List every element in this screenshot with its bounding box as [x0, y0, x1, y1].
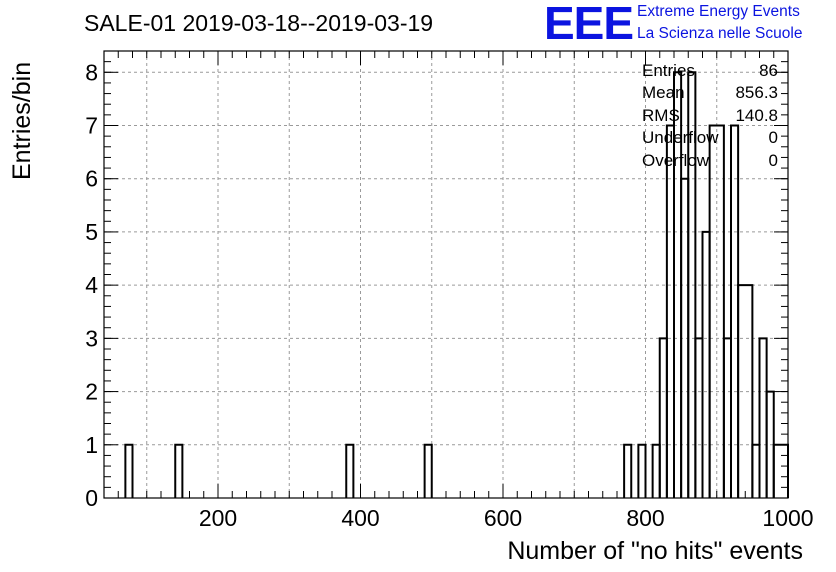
- x-axis-label: Number of "no hits" events: [507, 537, 803, 565]
- y-tick-label: 7: [85, 113, 98, 139]
- x-tick-label: 200: [199, 505, 237, 531]
- axis-tick-labels: 0 1 2 3 4 5 6 7 8 200 400 600 800 1000: [85, 59, 813, 531]
- chart-title: SALE-01 2019-03-18--2019-03-19: [84, 10, 434, 36]
- histogram-bin: [722, 337, 732, 498]
- stats-value: 0: [768, 150, 778, 170]
- x-tick-label: 1000: [762, 505, 813, 531]
- x-tick-label: 600: [484, 505, 522, 531]
- histogram-bin: [737, 284, 754, 498]
- stats-value: 86: [759, 61, 778, 80]
- stats-label: RMS: [642, 105, 680, 125]
- logo-text-line-1: Extreme Energy Events: [637, 3, 800, 20]
- stats-value: 140.8: [735, 105, 778, 125]
- y-tick-label: 6: [85, 166, 98, 192]
- logo-text-line-2: La Scienza nelle Scuole: [637, 25, 803, 42]
- histogram-bin: [423, 443, 433, 498]
- histogram-bin: [701, 230, 711, 498]
- stats-row-rms: RMS 140.8: [642, 105, 778, 127]
- stats-row-entries: Entries 86: [642, 60, 778, 82]
- y-tick-label: 1: [85, 432, 98, 458]
- histogram-bin: [345, 443, 355, 498]
- histogram-bin: [758, 337, 768, 498]
- y-axis-label: Entries/bin: [8, 61, 36, 180]
- stats-row-overflow: Overflow 0: [642, 150, 778, 172]
- eee-logo-mark: EEE: [544, 0, 634, 49]
- histogram-bin: [174, 443, 184, 498]
- stats-label: Mean: [642, 83, 685, 103]
- grid-lines: [104, 51, 788, 498]
- x-tick-label: 400: [341, 505, 379, 531]
- histogram-bin: [694, 337, 704, 498]
- histogram-bin: [124, 443, 134, 498]
- axis-ticks: [104, 50, 789, 499]
- histogram-bin: [637, 443, 647, 498]
- stats-label: Entries: [642, 61, 695, 80]
- y-tick-label: 0: [85, 485, 98, 511]
- stats-box: Entries 86 Mean 856.3 RMS 140.8 Underflo…: [642, 60, 778, 172]
- histogram-bin: [651, 443, 661, 498]
- x-tick-label: 800: [626, 505, 664, 531]
- stats-row-underflow: Underflow 0: [642, 127, 778, 149]
- y-tick-label: 4: [85, 272, 98, 298]
- histogram-bin: [751, 443, 761, 498]
- histogram-bin: [665, 124, 675, 498]
- stats-label: Overflow: [642, 150, 710, 170]
- stats-row-mean: Mean 856.3: [642, 82, 778, 104]
- stats-label: Underflow: [642, 128, 719, 148]
- y-tick-label: 2: [85, 379, 98, 405]
- histogram-bin: [772, 443, 789, 498]
- y-tick-label: 3: [85, 325, 98, 351]
- histogram-bin: [623, 443, 633, 498]
- stats-value: 856.3: [735, 83, 778, 103]
- histogram-bin: [708, 124, 725, 498]
- histogram-bin: [687, 71, 697, 498]
- y-tick-label: 5: [85, 219, 98, 245]
- stats-value: 0: [768, 128, 778, 148]
- y-tick-label: 8: [85, 59, 98, 85]
- histogram-bin: [730, 124, 740, 498]
- histogram-bin: [658, 337, 668, 498]
